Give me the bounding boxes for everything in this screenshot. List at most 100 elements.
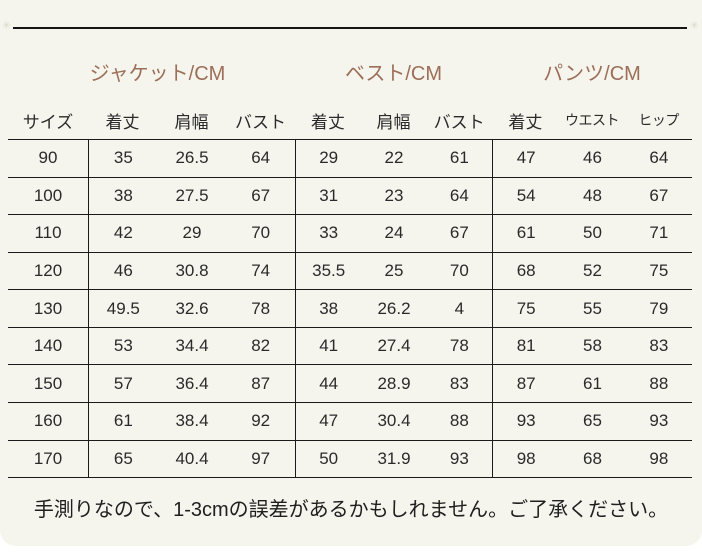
vest-bust-header: バスト bbox=[433, 112, 485, 132]
vest-shoulder-cell: 27.4 bbox=[377, 336, 411, 356]
size-cell: 160 bbox=[33, 411, 63, 431]
pants-hip-cell: 98 bbox=[649, 448, 669, 468]
jacket-length-cell: 57 bbox=[113, 373, 133, 393]
jacket-length-cell: 65 bbox=[113, 448, 133, 468]
vest-length-cell: 29 bbox=[319, 148, 339, 168]
vest-length-header: 着丈 bbox=[310, 112, 345, 132]
column-header-row: サイズ 着丈 肩幅 バスト 着丈 肩幅 バスト 着丈 ウエスト ヒップ bbox=[8, 101, 692, 139]
vest-shoulder-cell: 25 bbox=[384, 260, 404, 280]
pants-length-cell: 87 bbox=[516, 373, 536, 393]
pants-length-cell: 98 bbox=[516, 448, 536, 468]
table-row: 110 42 29 70 33 24 67 61 50 71 bbox=[8, 214, 692, 252]
pants-waist-cell: 68 bbox=[583, 448, 602, 468]
table-row: 100 38 27.5 67 31 23 64 54 48 67 bbox=[8, 176, 692, 215]
size-table: 90 35 26.5 64 29 22 61 47 46 64 100 38 2… bbox=[8, 139, 692, 478]
jacket-shoulder-cell: 40.4 bbox=[175, 448, 209, 468]
jacket-bust-cell: 74 bbox=[251, 260, 271, 280]
table-row: 170 65 40.4 97 50 31.9 93 98 68 98 bbox=[8, 439, 692, 478]
jacket-length-cell: 46 bbox=[113, 260, 133, 280]
jacket-bust-cell: 64 bbox=[251, 148, 271, 168]
jacket-shoulder-cell: 26.5 bbox=[175, 148, 209, 168]
jacket-length-cell: 61 bbox=[113, 411, 133, 431]
pants-group-cells: 75 55 79 bbox=[492, 290, 692, 327]
pants-waist-cell: 50 bbox=[583, 223, 602, 243]
vest-length-cell: 50 bbox=[319, 448, 339, 468]
jacket-length-header: 着丈 bbox=[105, 112, 140, 132]
jacket-shoulder-cell: 36.4 bbox=[175, 373, 209, 393]
jacket-bust-cell: 87 bbox=[251, 373, 271, 393]
vest-bust-cell: 70 bbox=[449, 260, 469, 280]
pants-group-cells: 54 48 67 bbox=[492, 177, 692, 215]
jacket-length-cell: 38 bbox=[113, 185, 133, 205]
pants-length-cell: 75 bbox=[516, 298, 536, 318]
pants-hip-cell: 67 bbox=[649, 185, 669, 205]
vest-group-cells: 41 27.4 78 bbox=[295, 327, 492, 365]
pants-length-cell: 54 bbox=[516, 185, 536, 205]
vest-group-title: ベスト/CM bbox=[344, 63, 443, 85]
table-row: 90 35 26.5 64 29 22 61 47 46 64 bbox=[8, 139, 692, 177]
jacket-shoulder-cell: 34.4 bbox=[175, 336, 209, 356]
pants-group-cells: 68 52 75 bbox=[492, 252, 692, 290]
vest-bust-cell: 67 bbox=[449, 223, 469, 243]
jacket-shoulder-cell: 30.8 bbox=[175, 260, 209, 280]
vest-shoulder-cell: 22 bbox=[384, 148, 404, 168]
jacket-group-cells: 61 38.4 92 bbox=[88, 402, 295, 440]
vest-shoulder-cell: 26.2 bbox=[377, 298, 411, 318]
pants-column-headers: 着丈 ウエスト ヒップ bbox=[492, 108, 692, 133]
pants-hip-header: ヒップ bbox=[638, 112, 679, 128]
vest-group-cells: 35.5 25 70 bbox=[295, 252, 492, 290]
pants-length-cell: 47 bbox=[516, 148, 536, 168]
table-row: 120 46 30.8 74 35.5 25 70 68 52 75 bbox=[8, 251, 692, 290]
jacket-bust-cell: 92 bbox=[251, 411, 271, 431]
vest-shoulder-cell: 24 bbox=[384, 223, 404, 243]
pants-group-cells: 98 68 98 bbox=[492, 440, 692, 478]
jacket-length-cell: 35 bbox=[113, 148, 133, 168]
jacket-group-cells: 35 26.5 64 bbox=[88, 140, 295, 177]
vest-length-cell: 38 bbox=[319, 298, 339, 318]
jacket-shoulder-header: 肩幅 bbox=[174, 112, 209, 132]
pants-group-cells: 93 65 93 bbox=[492, 402, 692, 440]
jacket-bust-cell: 82 bbox=[251, 336, 271, 356]
jacket-length-cell: 49.5 bbox=[106, 298, 140, 318]
size-cell: 110 bbox=[34, 223, 62, 243]
jacket-group-cells: 42 29 70 bbox=[88, 215, 295, 252]
pants-waist-cell: 58 bbox=[583, 336, 602, 356]
pants-group-cells: 61 50 71 bbox=[492, 215, 692, 252]
vest-group-cells: 44 28.9 83 bbox=[295, 365, 492, 402]
pants-waist-header: ウエスト bbox=[564, 112, 619, 128]
jacket-group-cells: 46 30.8 74 bbox=[88, 252, 295, 290]
vest-group-cells: 29 22 61 bbox=[295, 140, 492, 177]
jacket-group-title: ジャケット/CM bbox=[89, 63, 226, 85]
vest-bust-cell: 64 bbox=[449, 185, 469, 205]
vest-group-cells: 31 23 64 bbox=[295, 177, 492, 215]
vest-length-cell: 35.5 bbox=[312, 260, 346, 280]
pants-waist-cell: 55 bbox=[583, 298, 602, 318]
jacket-bust-cell: 70 bbox=[251, 223, 271, 243]
pants-length-cell: 61 bbox=[516, 223, 536, 243]
table-row: 160 61 38.4 92 47 30.4 88 93 65 93 bbox=[8, 401, 692, 440]
vest-length-cell: 44 bbox=[319, 373, 339, 393]
size-cell: 100 bbox=[33, 185, 63, 205]
measurement-note: 手測りなので、1-3cmの誤差があるかもしれません。ご了承ください。 bbox=[33, 499, 669, 521]
vest-column-headers: 着丈 肩幅 バスト bbox=[295, 108, 492, 133]
pants-length-header: 着丈 bbox=[508, 112, 543, 132]
sparkle-icon: ✳ bbox=[689, 20, 699, 32]
sparkle-icon: ✳ bbox=[2, 20, 12, 32]
vest-bust-cell: 93 bbox=[449, 448, 469, 468]
pants-waist-cell: 52 bbox=[583, 260, 602, 280]
jacket-group-cells: 57 36.4 87 bbox=[88, 365, 295, 402]
vest-bust-cell: 83 bbox=[449, 373, 469, 393]
jacket-column-headers: 着丈 肩幅 バスト bbox=[88, 108, 295, 133]
pants-hip-cell: 64 bbox=[649, 148, 669, 168]
jacket-bust-header: バスト bbox=[235, 112, 286, 132]
pants-waist-cell: 61 bbox=[583, 373, 602, 393]
pants-group-cells: 47 46 64 bbox=[492, 140, 692, 177]
jacket-bust-cell: 97 bbox=[251, 448, 271, 468]
pants-hip-cell: 88 bbox=[649, 373, 669, 393]
jacket-shoulder-cell: 32.6 bbox=[175, 298, 209, 318]
size-cell: 150 bbox=[33, 373, 63, 393]
vest-shoulder-header: 肩幅 bbox=[376, 112, 411, 132]
jacket-group-cells: 65 40.4 97 bbox=[88, 440, 295, 478]
jacket-shoulder-cell: 38.4 bbox=[175, 411, 209, 431]
table-row: 130 49.5 32.6 78 38 26.2 4 75 55 79 bbox=[8, 289, 692, 327]
